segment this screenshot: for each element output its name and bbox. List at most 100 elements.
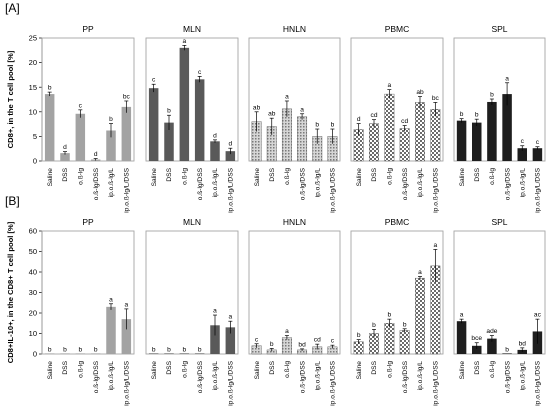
bar xyxy=(194,353,205,354)
bar xyxy=(472,345,482,354)
significance-label: c xyxy=(152,77,156,84)
x-tick-label: o.ß-lg/DSS xyxy=(504,360,511,393)
significance-label: b xyxy=(94,347,98,354)
y-tick-label: 20 xyxy=(29,58,37,67)
y-tick-label: 40 xyxy=(29,268,37,277)
bar xyxy=(210,325,220,354)
significance-label: cd xyxy=(371,112,378,119)
bar xyxy=(532,148,543,161)
significance-label: bd xyxy=(298,341,306,348)
significance-label: bc xyxy=(432,95,440,102)
group-frame xyxy=(453,37,546,162)
group-frame xyxy=(41,230,135,355)
y-tick-label: 25 xyxy=(29,34,37,43)
significance-label: b xyxy=(198,347,202,354)
significance-label: cd xyxy=(314,337,321,344)
significance-label: a xyxy=(418,269,422,276)
significance-label: a xyxy=(213,308,217,315)
y-axis-title: CD8+IL-10+, in the CD8+ T cell pool [%] xyxy=(6,221,15,363)
significance-label: b xyxy=(63,347,67,354)
x-tick-label: DSS xyxy=(371,360,378,374)
significance-label: a xyxy=(433,242,437,249)
x-tick-label: o.ß-lg/DSS xyxy=(402,360,409,393)
group-label: PP xyxy=(82,24,94,34)
significance-label: a xyxy=(124,301,128,308)
panel-label: [B] xyxy=(5,194,20,208)
bar xyxy=(210,141,220,161)
bar xyxy=(179,47,190,162)
significance-label: b xyxy=(48,85,52,92)
x-tick-label: o.ß-lg xyxy=(387,168,394,185)
bar xyxy=(90,353,101,354)
group-frame xyxy=(453,230,546,355)
y-tick-label: 10 xyxy=(29,329,37,338)
significance-label: a xyxy=(505,75,509,82)
x-tick-label: DSS xyxy=(62,360,69,374)
group-label: HNLN xyxy=(283,217,306,227)
significance-label: bd xyxy=(519,340,527,347)
bar xyxy=(164,353,174,354)
group-label: PBMC xyxy=(385,217,410,227)
significance-label: d xyxy=(63,144,67,151)
x-tick-label: o.ß-lg xyxy=(182,361,189,378)
group-frame xyxy=(41,37,135,162)
significance-label: b xyxy=(48,347,52,354)
x-tick-label: o.ß-lg/DSS xyxy=(197,167,204,200)
x-tick-label: o.ß-lg/DSS xyxy=(402,167,409,200)
significance-label: b xyxy=(182,347,186,354)
significance-label: a xyxy=(387,82,391,89)
x-tick-label: ip.o.ß-lg/L xyxy=(519,361,526,391)
x-tick-label: Saline xyxy=(254,361,261,380)
group-spl: SPL b Saline b DSS b o.ß-lg a o.ß-lg/DSS c ip.o.ß-… xyxy=(453,24,546,213)
significance-label: c xyxy=(536,139,540,146)
bar xyxy=(384,323,395,355)
bar xyxy=(106,306,116,354)
x-tick-label: ip.o.ß-lg/L xyxy=(212,168,219,198)
x-tick-label: o.ß-lg/DSS xyxy=(504,167,511,200)
bar xyxy=(194,79,205,161)
x-tick-label: DSS xyxy=(269,360,276,374)
x-tick-label: Saline xyxy=(47,361,54,380)
x-tick-label: ip.o.ß-lg/L/DSS xyxy=(433,167,440,212)
x-tick-label: ip.o.ß-lg/L xyxy=(417,168,424,198)
significance-label: d xyxy=(213,132,217,139)
significance-label: c xyxy=(255,336,259,343)
group-pbmc: PBMC b Saline b DSS b o.ß-lg b o.ß-lg/DSS a ip.o.ß… xyxy=(350,217,444,406)
x-tick-label: ip.o.ß-lg/L/DSS xyxy=(535,360,542,405)
significance-label: ac xyxy=(534,312,542,319)
significance-label: a xyxy=(109,296,113,303)
bar xyxy=(430,109,441,162)
y-tick-label: 30 xyxy=(29,288,37,297)
group-label: SPL xyxy=(491,217,507,227)
significance-label: b xyxy=(315,122,319,129)
significance-label: b xyxy=(167,108,171,115)
group-pp: PP b Saline d DSS c o.ß-lg d o.ß-lg/DSS b ip.o.ß-l… xyxy=(41,24,135,213)
x-tick-label: Saline xyxy=(459,361,466,380)
x-tick-label: ip.o.ß-lg/L/DSS xyxy=(433,360,440,405)
x-tick-label: ip.o.ß-lg/L/DSS xyxy=(124,360,131,405)
x-tick-label: ip.o.ß-lg/L xyxy=(212,361,219,391)
x-tick-label: ip.o.ß-lg/L/DSS xyxy=(228,360,235,405)
bar xyxy=(415,277,425,355)
y-tick-label: 50 xyxy=(29,247,37,256)
group-label: PBMC xyxy=(385,24,410,34)
group-label: MLN xyxy=(183,217,201,227)
x-tick-label: DSS xyxy=(474,360,481,374)
x-tick-label: ip.o.ß-lg/L/DSS xyxy=(535,167,542,212)
bar xyxy=(281,337,292,355)
x-tick-label: Saline xyxy=(151,168,158,187)
x-tick-label: ip.o.ß-lg/L xyxy=(108,168,115,198)
bar xyxy=(225,151,236,161)
significance-label: a xyxy=(285,93,289,100)
x-tick-label: o.ß-lg xyxy=(284,361,291,378)
charts-root: [A] CD8+, in the T cell pool [%] 0 5 10 15 20 2… xyxy=(5,1,546,406)
significance-label: a xyxy=(300,106,304,113)
bar xyxy=(297,116,308,162)
x-tick-label: o.ß-lg/DSS xyxy=(197,360,204,393)
x-tick-label: o.ß-lg xyxy=(489,361,496,378)
group-label: HNLN xyxy=(283,24,306,34)
chart-panel-a: [A] CD8+, in the T cell pool [%] 0 5 10 15 20 2… xyxy=(5,1,546,213)
group-pp: PP b Saline b DSS b o.ß-lg b o.ß-lg/DSS a ip.o.ß-l… xyxy=(41,217,135,406)
x-tick-label: DSS xyxy=(269,167,276,181)
